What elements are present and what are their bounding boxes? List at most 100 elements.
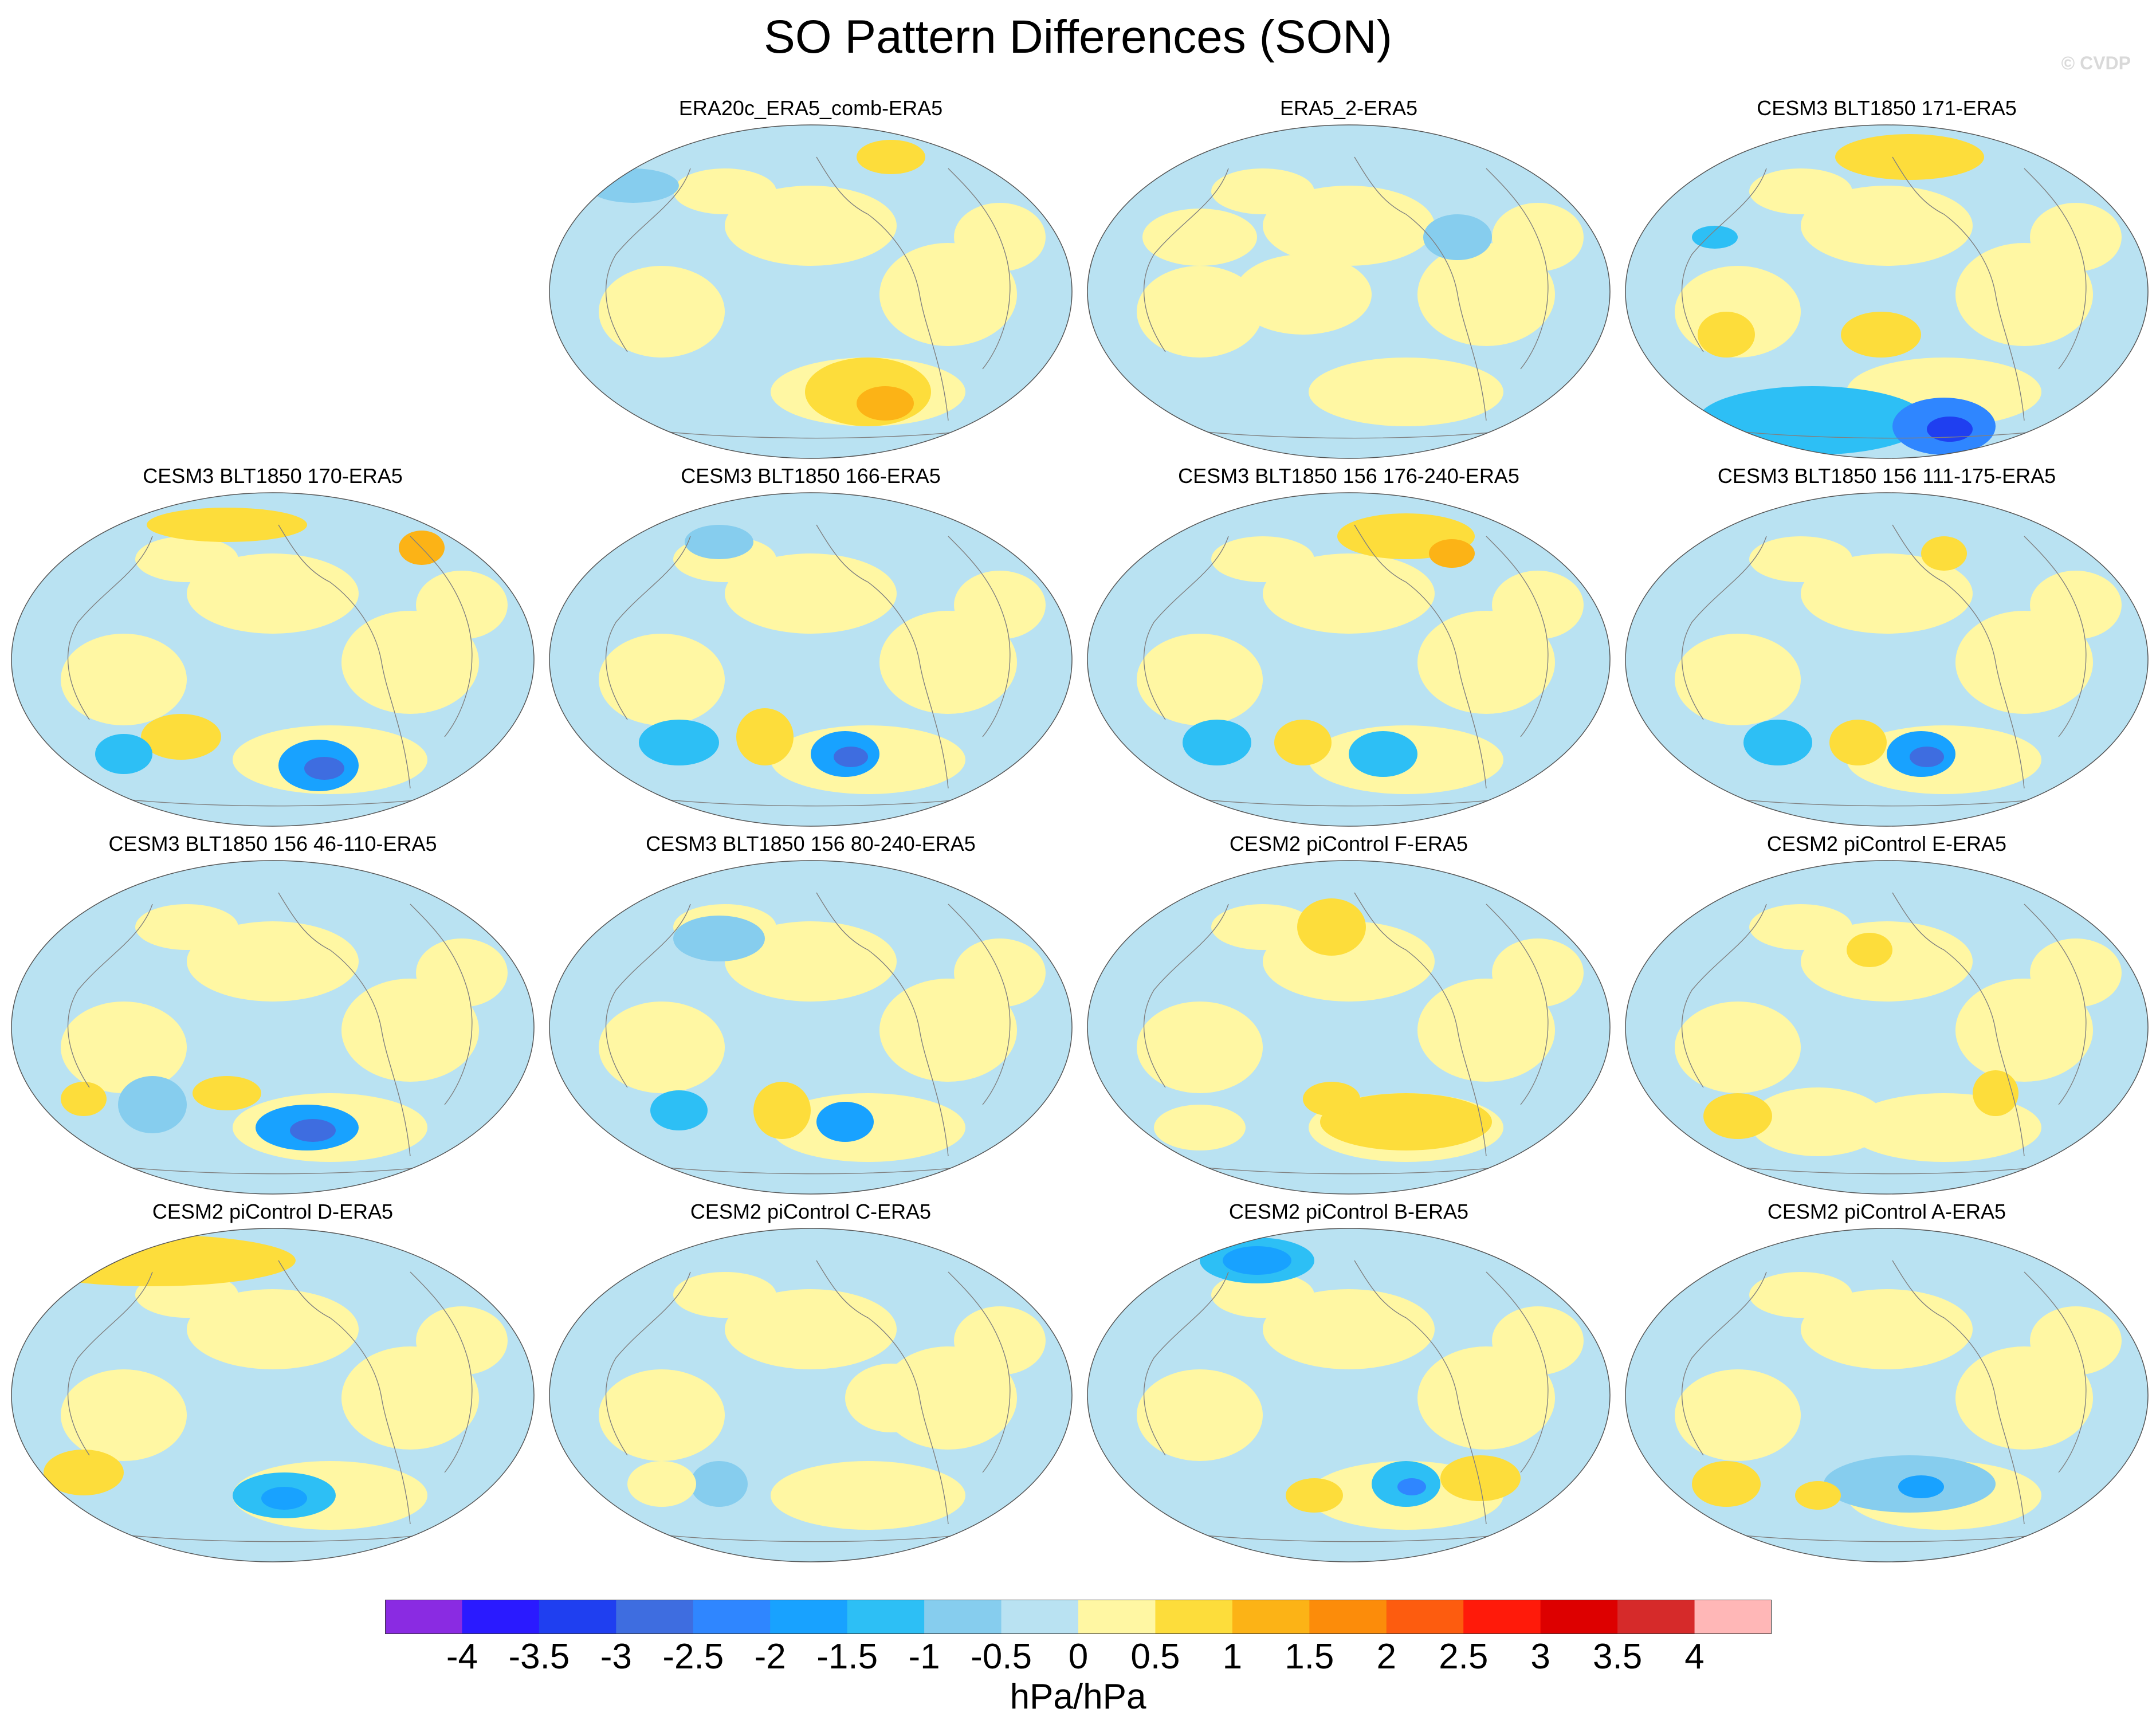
anomaly-region	[1749, 904, 1852, 950]
colorbar-swatch	[847, 1600, 925, 1634]
anomaly-region	[1137, 1002, 1263, 1093]
colorbar-swatch	[1386, 1600, 1464, 1634]
colorbar-units: hPa/hPa	[1010, 1677, 1146, 1717]
anomaly-region	[1423, 214, 1492, 260]
panel-map	[1087, 124, 1611, 459]
anomaly-region	[753, 1082, 811, 1139]
panel-title: CESM3 BLT1850 156 176-240-ERA5	[1178, 464, 1519, 488]
anomaly-region	[1320, 1093, 1492, 1150]
anomaly-region	[1698, 312, 1755, 358]
map-outline	[1625, 860, 2149, 1195]
colorbar-tick-label: 3	[1530, 1637, 1550, 1676]
coastline	[67, 904, 153, 1088]
panel-map	[1087, 860, 1611, 1195]
panel-map	[549, 492, 1073, 827]
coastline	[605, 168, 691, 352]
colorbar-swatch	[1232, 1600, 1310, 1634]
anomaly-region	[857, 140, 925, 174]
colorbar-tick-label: -3.5	[508, 1637, 570, 1676]
panel-map	[1625, 1228, 2149, 1562]
anomaly-region	[135, 904, 238, 950]
map-panel-11: CESM2 piControl E-ERA5	[1617, 832, 2156, 1199]
map-outline	[11, 1228, 535, 1562]
anomaly-region	[736, 708, 794, 765]
colorbar-swatch	[1694, 1600, 1772, 1634]
panel-title: CESM3 BLT1850 170-ERA5	[143, 464, 403, 488]
map-panel-9: CESM3 BLT1850 156 80-240-ERA5	[541, 832, 1080, 1199]
colorbar-swatch	[616, 1600, 694, 1634]
map-outline	[1087, 124, 1611, 459]
panel-title: CESM3 BLT1850 156 80-240-ERA5	[646, 832, 976, 855]
colorbar-tick-label: -0.5	[971, 1637, 1032, 1676]
colorbar-swatch	[1540, 1600, 1618, 1634]
colorbar-tick-label: 1	[1222, 1637, 1243, 1676]
coastline	[1143, 904, 1229, 1088]
anomaly-region	[1835, 134, 1984, 180]
map-panel-8: CESM3 BLT1850 156 46-110-ERA5	[3, 832, 542, 1199]
coastline	[278, 1260, 411, 1525]
colorbar-swatch	[1309, 1600, 1387, 1634]
anomaly-region	[135, 536, 238, 582]
anomaly-region	[650, 1090, 708, 1130]
coastline	[410, 904, 473, 1105]
colorbar-swatch	[1001, 1600, 1079, 1634]
anomaly-region	[1234, 254, 1372, 335]
coastline	[1354, 524, 1487, 789]
anomaly-region	[1303, 1082, 1360, 1116]
colorbar-swatch	[1155, 1600, 1233, 1634]
map-outline	[549, 1228, 1073, 1562]
coastline	[278, 524, 411, 789]
map-outline	[1087, 860, 1611, 1195]
colorbar-tick-label: -1.5	[816, 1637, 878, 1676]
colorbar-tick-label: -1	[908, 1637, 940, 1676]
coastline	[2024, 1271, 2087, 1473]
anomaly-region	[816, 1102, 874, 1142]
colorbar-swatch	[385, 1600, 462, 1634]
coastline	[278, 892, 411, 1157]
coastline	[1143, 536, 1229, 720]
anomaly-region	[11, 1235, 296, 1286]
anomaly-region	[1910, 747, 1944, 767]
anomaly-region	[1211, 536, 1314, 582]
panel-title: CESM2 piControl A-ERA5	[1767, 1200, 2006, 1223]
coastline	[1681, 1271, 1767, 1456]
coastline	[2024, 536, 2087, 737]
map-panel-12: CESM2 piControl D-ERA5	[3, 1200, 542, 1566]
map-outline	[1087, 1228, 1611, 1562]
coastline	[1681, 168, 1767, 352]
colorbar-tick-label: 0	[1068, 1637, 1089, 1676]
anomaly-region	[834, 747, 868, 767]
colorbar-tick-label: 2	[1376, 1637, 1397, 1676]
colorbar-swatch	[924, 1600, 1002, 1634]
anomaly-region	[193, 1076, 261, 1110]
colorbar-swatch	[1463, 1600, 1541, 1634]
coastline	[67, 1271, 153, 1456]
colorbar-swatch	[770, 1600, 848, 1634]
colorbar-swatch	[693, 1600, 771, 1634]
coastline	[1354, 1260, 1487, 1525]
colorbar-tick-label: -2.5	[662, 1637, 724, 1676]
anomaly-region	[1847, 933, 1892, 967]
anomaly-region	[1898, 1475, 1944, 1498]
anomaly-region	[639, 720, 719, 765]
anomaly-region	[1429, 539, 1475, 568]
map-outline	[1625, 492, 2149, 827]
panel-title: CESM2 piControl F-ERA5	[1229, 832, 1468, 855]
colorbar-tick-label: 2.5	[1439, 1637, 1489, 1676]
panel-title: CESM3 BLT1850 171-ERA5	[1757, 96, 2017, 120]
colorbar-tick-label: 1.5	[1285, 1637, 1334, 1676]
colorbar-swatch	[462, 1600, 540, 1634]
anomaly-region	[1749, 1087, 1887, 1156]
coastlines	[605, 156, 1011, 439]
colorbar-tick-label: 4	[1684, 1637, 1705, 1676]
coastline	[948, 168, 1011, 370]
coastline	[2024, 168, 2087, 370]
map-outline	[1087, 492, 1611, 827]
anomaly-region	[1286, 1478, 1343, 1513]
anomaly-region	[118, 1076, 187, 1133]
anomaly-region	[1211, 1272, 1314, 1318]
panel-title: CESM3 BLT1850 156 111-175-ERA5	[1717, 464, 2056, 488]
anomaly-region	[599, 1002, 725, 1093]
anomaly-region	[1309, 358, 1503, 426]
map-panel-10: CESM2 piControl F-ERA5	[1079, 832, 1618, 1199]
